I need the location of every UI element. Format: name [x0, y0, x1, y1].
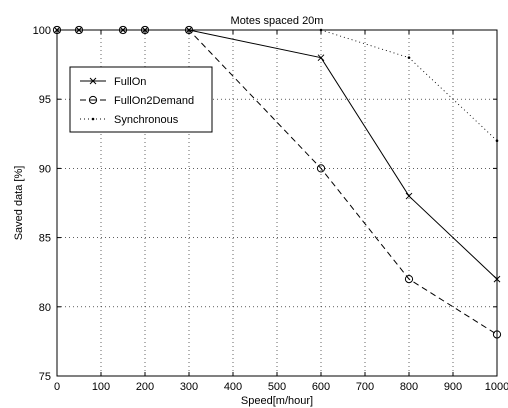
legend-label-synchronous: Synchronous — [114, 114, 179, 126]
y-tick-label: 80 — [39, 302, 51, 314]
x-marker-stroke — [89, 77, 97, 85]
data-point-fullon2demand — [404, 275, 414, 284]
chart-title: Motes spaced 20m — [231, 15, 324, 27]
data-point-fullon2demand — [316, 164, 326, 173]
y-tick-label: 90 — [39, 163, 51, 175]
x-tick-label: 700 — [356, 381, 374, 393]
x-axis-label: Speed[m/hour] — [241, 395, 313, 407]
data-point-fullon — [317, 54, 325, 62]
y-tick-label: 85 — [39, 233, 51, 245]
x-tick-label: 900 — [444, 381, 462, 393]
x-marker-stroke — [405, 192, 413, 200]
legend-marker-fullon — [89, 77, 97, 85]
x-marker-stroke — [317, 54, 325, 62]
legend-label-fullon: FullOn — [114, 76, 146, 88]
grid — [57, 30, 497, 376]
legend-marker-fullon2demand — [88, 95, 98, 105]
legend-marker-synchronous — [91, 117, 95, 121]
x-tick-label: 0 — [54, 381, 60, 393]
x-tick-label: 100 — [92, 381, 110, 393]
x-tick-label: 300 — [180, 381, 198, 393]
x-tick-label: 500 — [268, 381, 286, 393]
y-tick-label: 100 — [33, 25, 51, 37]
x-tick-label: 600 — [312, 381, 330, 393]
legend-item-fullon: FullOn — [80, 76, 146, 88]
x-tick-label: 400 — [224, 381, 242, 393]
series-line-synchronous — [57, 29, 498, 142]
x-tick-label: 1000 — [485, 381, 508, 393]
legend-label-fullon2demand: FullOn2Demand — [114, 95, 194, 107]
y-axis-label: Saved data [%] — [13, 166, 25, 241]
y-tick-label: 75 — [39, 371, 51, 383]
y-tick-label: 95 — [39, 94, 51, 106]
x-tick-label: 800 — [400, 381, 418, 393]
data-point-synchronous — [407, 56, 411, 59]
x-tick-label: 200 — [136, 381, 154, 393]
legend-item-fullon2demand: FullOn2Demand — [80, 95, 194, 107]
legend: FullOn FullOn2Demand Synchronous — [69, 66, 213, 133]
axis-ticks: 0 100 200 300 400 500 600 700 800 900 1000 75 80 85 90… — [33, 25, 508, 393]
legend-item-synchronous: Synchronous — [80, 114, 179, 126]
data-point-fullon — [405, 192, 413, 200]
